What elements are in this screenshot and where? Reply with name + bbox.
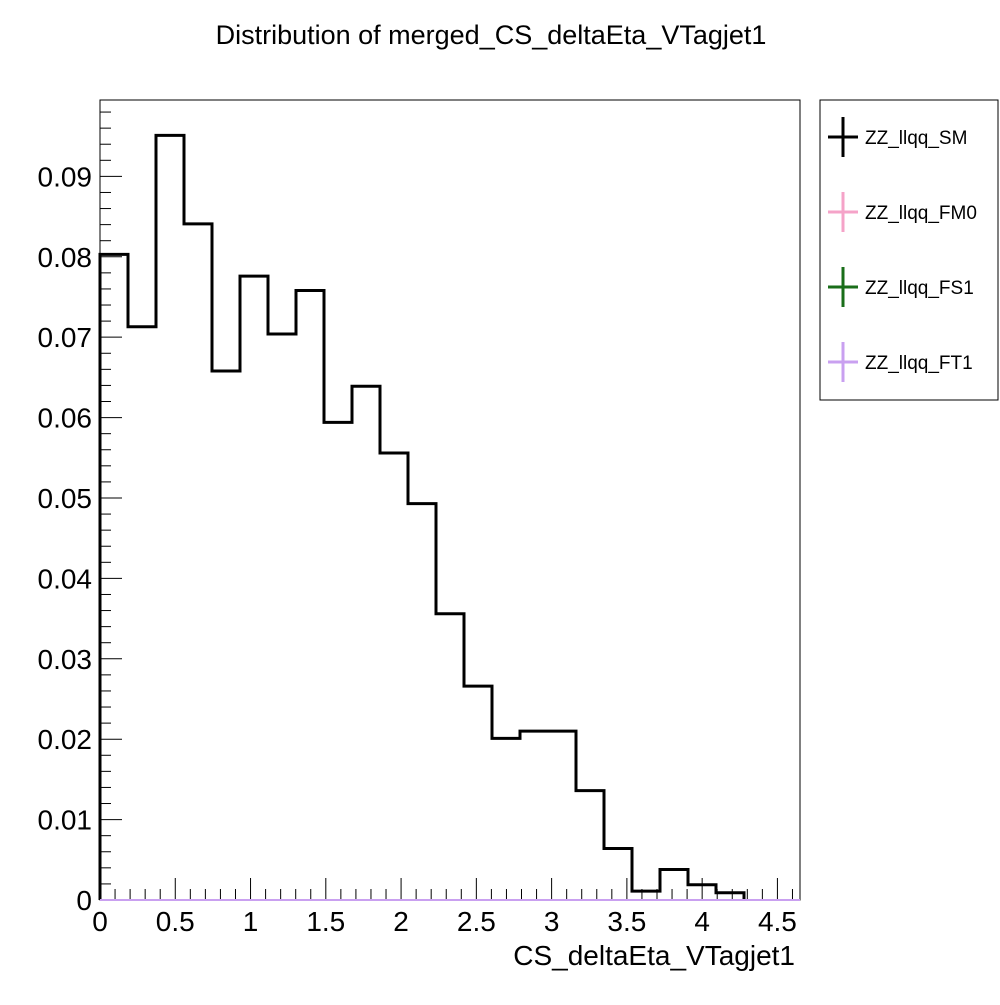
y-tick-label: 0.09 bbox=[38, 161, 93, 192]
x-tick-label: 4.5 bbox=[758, 906, 797, 937]
y-tick-label: 0.01 bbox=[38, 805, 93, 836]
legend-label: ZZ_llqq_FM0 bbox=[865, 203, 977, 224]
chart-title: Distribution of merged_CS_deltaEta_VTagj… bbox=[216, 20, 767, 50]
y-tick-label: 0.08 bbox=[38, 242, 93, 273]
x-tick-label: 1.5 bbox=[306, 906, 345, 937]
x-axis-label: CS_deltaEta_VTagjet1 bbox=[513, 940, 795, 971]
x-tick-label: 1 bbox=[243, 906, 259, 937]
y-tick-label: 0 bbox=[76, 885, 92, 916]
hist-line-zz-llqq-sm bbox=[98, 133, 746, 900]
legend-label: ZZ_llqq_FT1 bbox=[865, 353, 973, 374]
plot-frame bbox=[99, 99, 801, 901]
y-tick-label: 0.05 bbox=[38, 483, 93, 514]
y-tick-label: 0.03 bbox=[38, 644, 93, 675]
y-tick-label: 0.06 bbox=[38, 403, 93, 434]
legend-label: ZZ_llqq_SM bbox=[865, 128, 967, 149]
x-tick-label: 0 bbox=[92, 906, 108, 937]
x-tick-label: 2 bbox=[393, 906, 409, 937]
x-tick-label: 3 bbox=[544, 906, 560, 937]
x-tick-label: 4 bbox=[694, 906, 710, 937]
y-tick-label: 0.02 bbox=[38, 724, 93, 755]
y-tick-label: 0.04 bbox=[38, 563, 93, 594]
y-tick-label: 0.07 bbox=[38, 322, 93, 353]
legend: ZZ_llqq_SM ZZ_llqq_FM0 ZZ_llqq_FS1 ZZ_llqq_… bbox=[819, 99, 999, 401]
x-tick-label: 2.5 bbox=[457, 906, 496, 937]
x-tick-label: 3.5 bbox=[607, 906, 646, 937]
legend-box bbox=[819, 99, 999, 401]
x-tick-label: 0.5 bbox=[156, 906, 195, 937]
legend-label: ZZ_llqq_FS1 bbox=[865, 278, 974, 299]
